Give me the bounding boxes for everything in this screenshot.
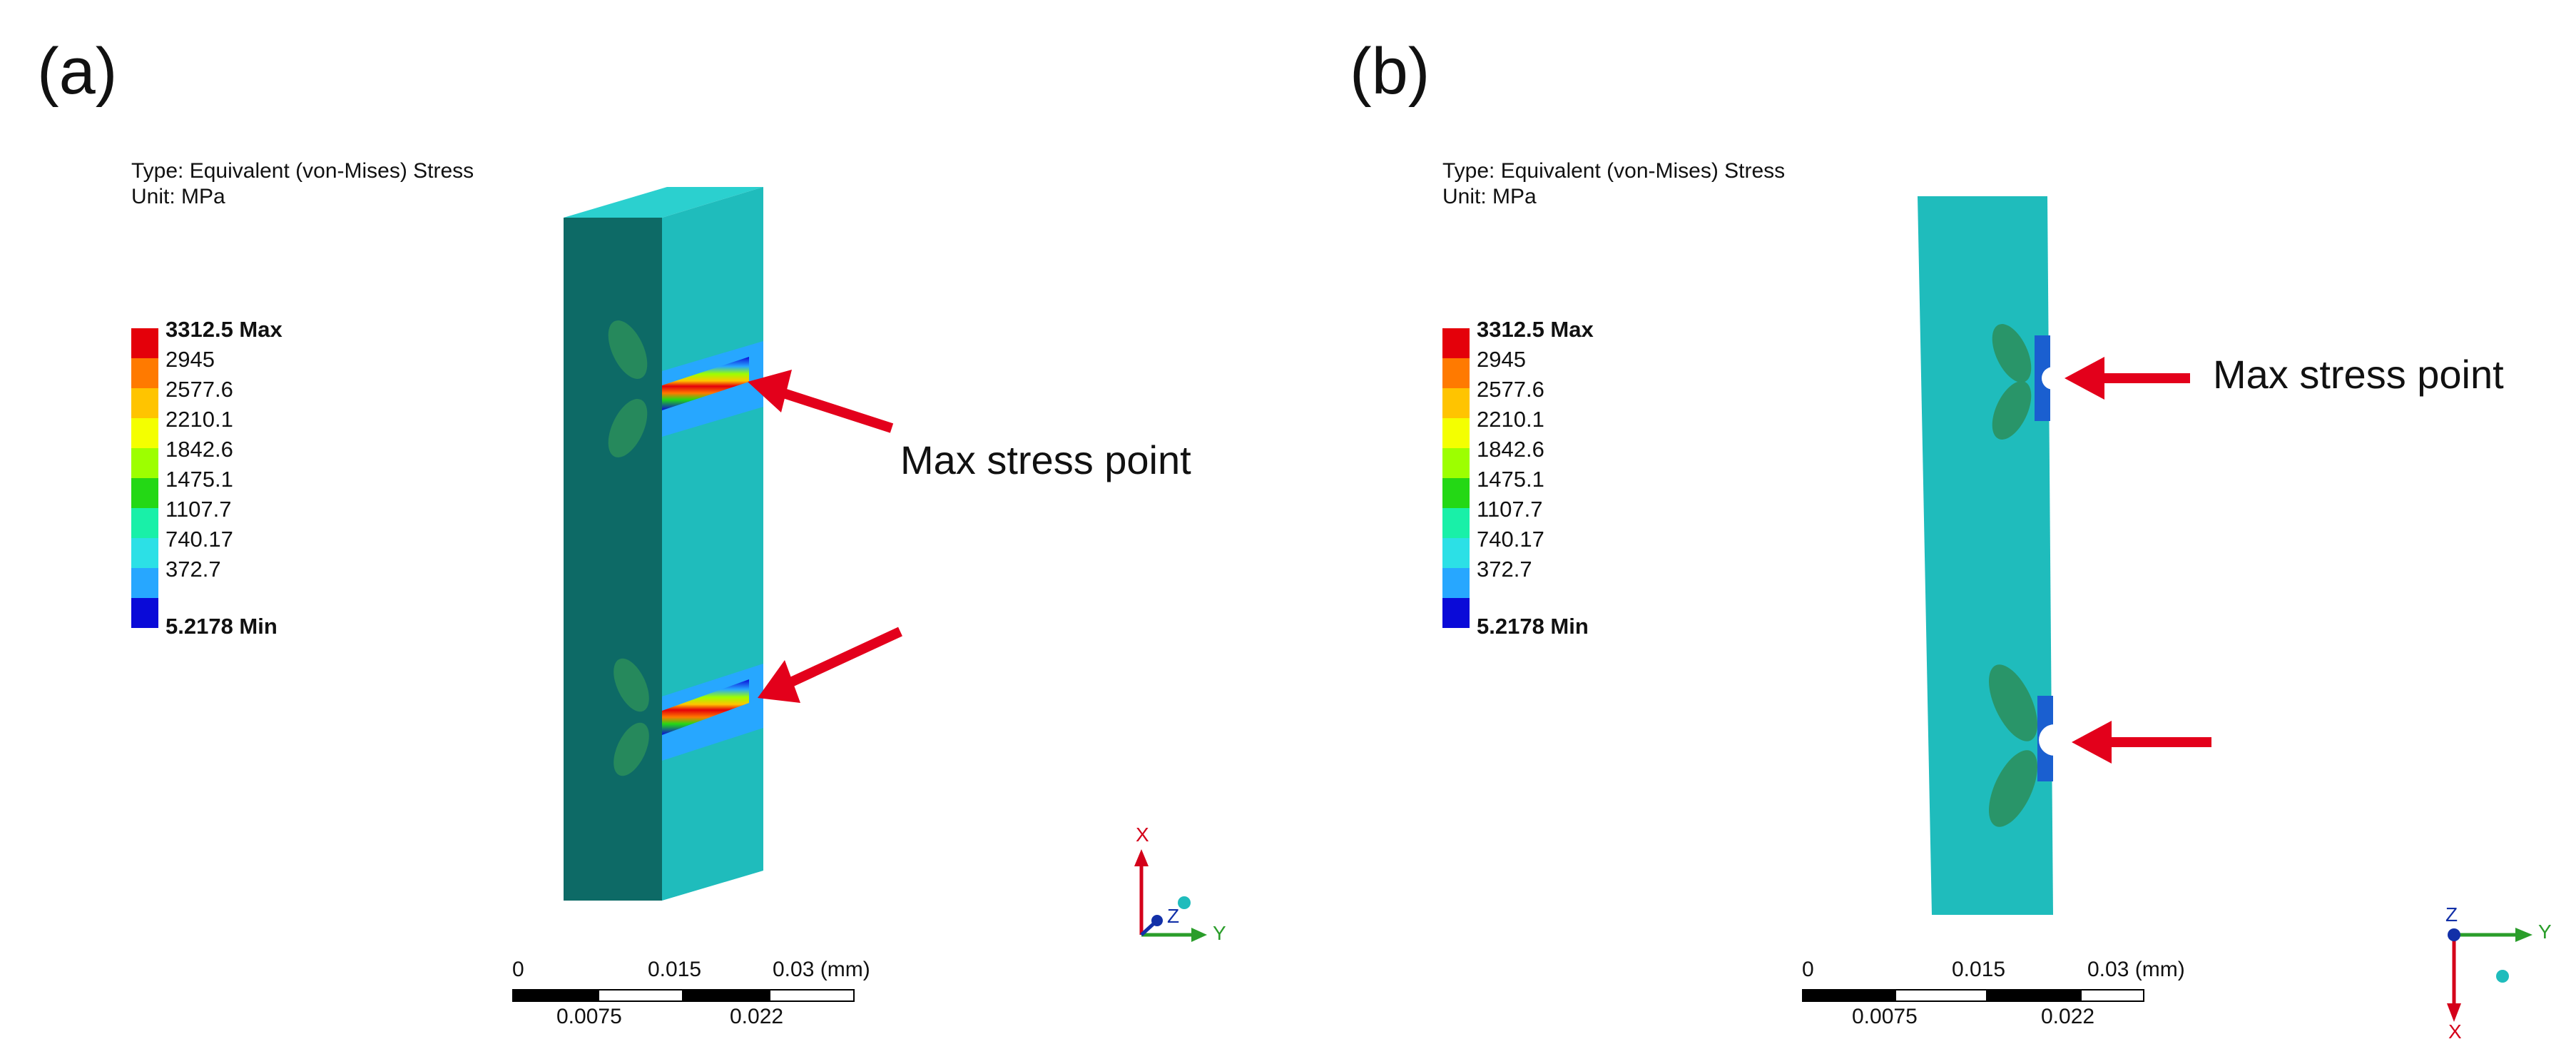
max-stress-label: Max stress point: [2213, 352, 2504, 397]
scale-tick: 0.03 (mm): [773, 958, 870, 981]
scale-tick: 0.022: [730, 1005, 784, 1028]
stress-lobe: [608, 320, 648, 379]
legend-label: 2210.1: [166, 407, 233, 432]
scale-bar: 0 0.015 0.03 (mm) 0.0075 0.022: [512, 958, 870, 1029]
notch-upper: [2042, 367, 2065, 390]
scale-seg: [1802, 989, 1895, 1002]
arrow-upper: [768, 384, 894, 433]
axis-z-label: Z: [1167, 905, 1180, 927]
legend-label: 372.7: [166, 557, 221, 582]
fea-model-2d: [1918, 196, 2211, 915]
stress-lobe: [1992, 324, 2032, 382]
legend-label: 3312.5 Max: [1477, 317, 1594, 342]
legend-label: 372.7: [1477, 557, 1532, 582]
stress-lobe: [614, 658, 649, 712]
arrow-head: [2072, 721, 2112, 764]
legend-label: 740.17: [1477, 527, 1544, 552]
scale-tick: 0.0075: [1852, 1005, 1918, 1028]
model-top-face: [564, 187, 763, 218]
stress-lobe: [608, 399, 648, 457]
legend-label: 3312.5 Max: [166, 317, 282, 342]
notch-lower: [662, 679, 749, 735]
arrow-head: [758, 660, 800, 703]
result-unit: Unit: MPa: [1442, 185, 1537, 208]
legend-label: 1842.6: [1477, 437, 1544, 462]
model-slab: [1918, 196, 2053, 915]
legend-label-min: 5.2178 Min: [1477, 614, 1589, 639]
stress-lobe: [1988, 750, 2038, 827]
scale-tick: 0: [512, 958, 524, 981]
model-front-face: [564, 218, 662, 901]
panel-b: (b) Type: Equivalent (von-Mises) Stress …: [1284, 0, 2576, 1064]
arrow-head: [2065, 357, 2104, 400]
axis-z-label: Z: [2445, 903, 2458, 926]
legend-label: 2945: [166, 347, 215, 372]
axis-y-label: Y: [1213, 922, 1226, 944]
fea-model-3d: [564, 187, 902, 901]
scale-tick: 0.015: [648, 958, 702, 981]
max-stress-label: Max stress point: [900, 437, 1191, 482]
scale-tick: 0.022: [2041, 1005, 2095, 1028]
scale-tick: 0.03 (mm): [2087, 958, 2185, 981]
result-header: Type: Equivalent (von-Mises) Stress Unit…: [1442, 158, 1785, 210]
notch-upper: [662, 357, 749, 410]
legend-label: 2210.1: [1477, 407, 1544, 432]
stress-lobe: [614, 722, 649, 776]
scale-seg: [1987, 989, 2080, 1002]
notch-lower: [2039, 724, 2070, 756]
legend-label: 1475.1: [1477, 467, 1544, 492]
legend-label: 2945: [1477, 347, 1526, 372]
panel-a: (a) Type: Equivalent (von-Mises) Stress …: [0, 0, 1284, 1064]
legend-label-min: 5.2178 Min: [166, 614, 278, 639]
result-header: Type: Equivalent (von-Mises) Stress Unit…: [131, 158, 474, 210]
axis-x-label: X: [2448, 1020, 2462, 1043]
scale-seg: [769, 989, 855, 1002]
scale-seg: [1895, 989, 1987, 1002]
scale-tick: 0.0075: [556, 1005, 622, 1028]
stress-lobe: [1992, 381, 2032, 440]
axis-triad: Z Y X: [2440, 899, 2568, 1043]
legend-label: 2577.6: [166, 377, 233, 402]
scale-tick: 0: [1802, 958, 1814, 981]
scale-seg: [512, 989, 598, 1002]
arrow-head: [748, 370, 792, 412]
stress-lobe: [1988, 664, 2038, 741]
legend-label: 2577.6: [1477, 377, 1544, 402]
scale-seg: [2080, 989, 2144, 1002]
axis-triad: X Y Z: [1127, 821, 1241, 949]
arrow-lower: [783, 627, 902, 690]
scale-seg: [683, 989, 769, 1002]
scale-seg: [598, 989, 683, 1002]
legend-label: 1842.6: [166, 437, 233, 462]
legend-label: 1107.7: [166, 497, 232, 522]
legend-label: 1475.1: [166, 467, 233, 492]
result-type: Type: Equivalent (von-Mises) Stress: [131, 159, 474, 183]
scale-bar: 0 0.015 0.03 (mm) 0.0075 0.022: [1802, 958, 2185, 1029]
panel-label: (b): [1350, 35, 1430, 108]
legend-label: 740.17: [166, 527, 233, 552]
result-unit: Unit: MPa: [131, 185, 225, 208]
result-type: Type: Equivalent (von-Mises) Stress: [1442, 159, 1786, 183]
axis-x-label: X: [1136, 824, 1149, 846]
axis-y-label: Y: [2538, 921, 2552, 943]
scale-tick: 0.015: [1952, 958, 2006, 981]
legend-label: 1107.7: [1477, 497, 1543, 522]
panel-label: (a): [37, 35, 118, 108]
model-side-face: [662, 187, 763, 901]
